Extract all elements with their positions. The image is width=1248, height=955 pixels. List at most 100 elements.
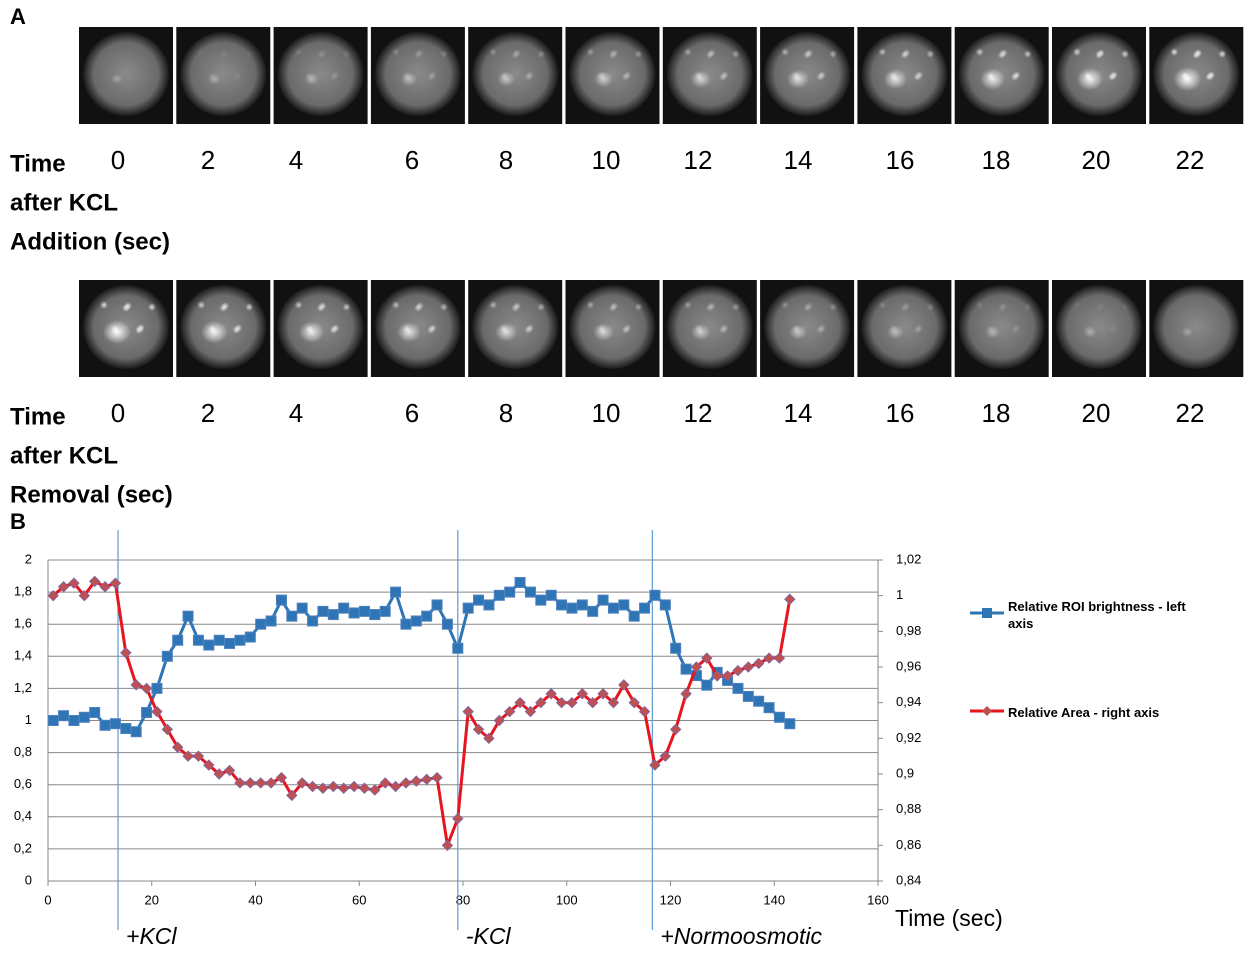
y-tick-label: 1,6 xyxy=(14,616,32,631)
time-label: 0 xyxy=(111,398,125,428)
x-tick-label: 140 xyxy=(763,892,785,907)
marker xyxy=(162,651,172,661)
marker xyxy=(588,606,598,616)
y-tick-label: 2 xyxy=(25,551,32,566)
granule xyxy=(511,304,519,312)
granule xyxy=(829,303,837,311)
x-tick-label: 100 xyxy=(556,892,578,907)
granule xyxy=(792,72,800,80)
event-label: -KCl xyxy=(466,923,512,949)
marker xyxy=(142,683,152,693)
x-tick-label: 120 xyxy=(660,892,682,907)
granule xyxy=(1181,72,1189,80)
x-tick-label: 40 xyxy=(248,892,262,907)
marker xyxy=(349,608,359,618)
granule xyxy=(816,73,824,81)
time-caption: Time xyxy=(10,150,66,177)
marker xyxy=(245,778,255,788)
marker xyxy=(59,711,69,721)
granule xyxy=(100,301,108,309)
event-label: +Normoosmotic xyxy=(660,923,822,949)
legend-entry: Relative Area - right axis xyxy=(1008,704,1198,721)
y2-tick-label: 0,9 xyxy=(896,765,914,780)
granule xyxy=(976,301,984,309)
cell-image xyxy=(375,32,461,116)
marker xyxy=(245,632,255,642)
granule xyxy=(489,48,497,56)
time-label: 12 xyxy=(684,398,713,428)
y-tick-label: 0 xyxy=(25,872,32,887)
granule xyxy=(913,73,921,81)
y2-tick-label: 1,02 xyxy=(896,551,921,566)
granule xyxy=(537,50,545,58)
granule xyxy=(732,50,740,58)
granule xyxy=(829,50,837,58)
granule xyxy=(111,325,119,333)
legend-marker xyxy=(982,608,992,618)
marker xyxy=(370,610,380,620)
y-tick-label: 1,4 xyxy=(14,648,32,663)
marker xyxy=(536,595,546,605)
marker xyxy=(743,691,753,701)
y2-tick-label: 1 xyxy=(896,587,903,602)
time-caption: Addition (sec) xyxy=(10,228,170,255)
y2-tick-label: 0,92 xyxy=(896,730,921,745)
y-tick-label: 0,4 xyxy=(14,808,32,823)
granule xyxy=(1218,50,1226,58)
granule xyxy=(330,326,338,334)
cell-image xyxy=(180,32,266,116)
granule xyxy=(732,303,740,311)
marker xyxy=(152,683,162,693)
marker xyxy=(287,611,297,621)
granule xyxy=(1121,303,1129,311)
granule xyxy=(913,326,921,334)
cell-image xyxy=(959,285,1045,369)
granule xyxy=(343,303,351,311)
granule xyxy=(609,51,617,59)
time-label: 22 xyxy=(1176,398,1205,428)
marker xyxy=(131,727,141,737)
y-tick-label: 1,8 xyxy=(14,584,32,599)
marker xyxy=(546,590,556,600)
granule xyxy=(122,304,130,312)
granule xyxy=(403,325,411,333)
time-caption: after KCL xyxy=(10,189,118,216)
granule xyxy=(1073,301,1081,309)
granule xyxy=(245,50,253,58)
granule xyxy=(197,301,205,309)
granule xyxy=(1011,73,1019,81)
marker xyxy=(110,578,120,588)
granule xyxy=(197,48,205,56)
time-label: 20 xyxy=(1082,398,1111,428)
marker xyxy=(183,611,193,621)
marker xyxy=(308,616,318,626)
x-tick-label: 0 xyxy=(44,892,51,907)
marker xyxy=(276,595,286,605)
granule xyxy=(1205,73,1213,81)
marker xyxy=(525,587,535,597)
cell-image xyxy=(570,285,656,369)
granule xyxy=(719,326,727,334)
marker xyxy=(110,719,120,729)
granule xyxy=(1084,325,1092,333)
marker xyxy=(505,587,515,597)
cell-image xyxy=(83,32,169,116)
cell-image xyxy=(764,285,850,369)
granule xyxy=(998,304,1006,312)
granule xyxy=(245,303,253,311)
time-label: 22 xyxy=(1176,145,1205,175)
time-caption: Removal (sec) xyxy=(10,481,173,508)
granule xyxy=(219,304,227,312)
marker xyxy=(214,635,224,645)
granule xyxy=(295,301,303,309)
marker xyxy=(515,577,525,587)
marker xyxy=(100,720,110,730)
marker xyxy=(339,603,349,613)
granule xyxy=(900,304,908,312)
marker xyxy=(432,773,442,783)
cell-image xyxy=(667,285,753,369)
marker xyxy=(764,703,774,713)
panel-label: B xyxy=(10,509,26,534)
granule xyxy=(900,51,908,59)
y-tick-label: 1,2 xyxy=(14,680,32,695)
